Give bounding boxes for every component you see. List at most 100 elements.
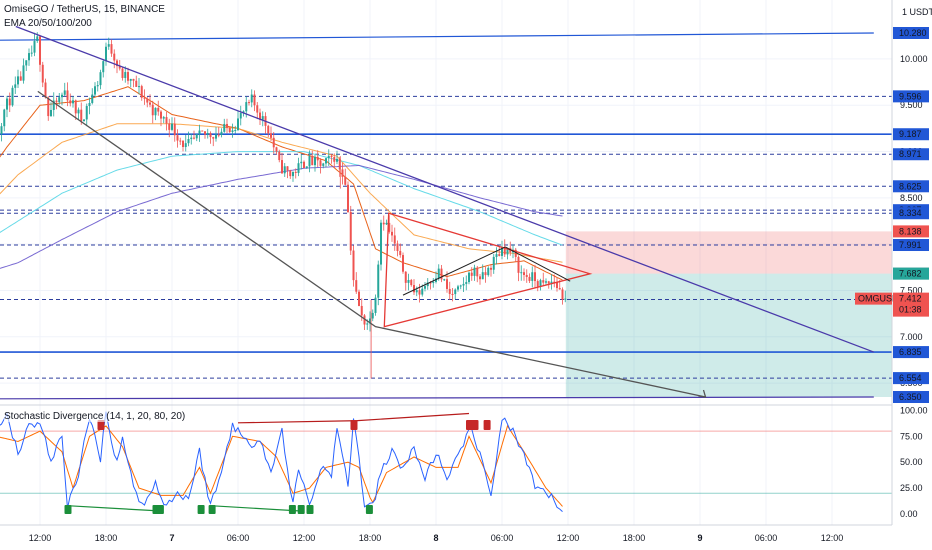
level-tag-label: 6.835 <box>899 347 922 357</box>
upper-trendline[interactable] <box>0 32 874 41</box>
descending-trendline[interactable] <box>15 25 875 353</box>
level-tag[interactable] <box>893 239 929 252</box>
price-axis: 1 USDT10.0009.5009.0008.5008.0007.5007.0… <box>855 0 932 525</box>
candle-body <box>413 285 415 293</box>
bearish-marker[interactable] <box>97 420 105 430</box>
candle-body <box>476 267 479 277</box>
candle-body <box>209 133 212 138</box>
candle-body <box>190 137 193 140</box>
ema-legend[interactable]: EMA 20/50/100/200 <box>4 18 92 29</box>
candle-body <box>448 288 451 294</box>
candle-body <box>360 305 363 316</box>
candle-body <box>228 127 231 132</box>
bullish-marker[interactable] <box>64 505 72 514</box>
pattern-line[interactable] <box>402 246 506 296</box>
level-tag[interactable] <box>893 391 929 403</box>
current-price-tag[interactable] <box>893 292 929 317</box>
price-tick-label: 7.000 <box>900 332 923 342</box>
bullish-marker[interactable] <box>306 505 314 514</box>
candle-body <box>231 130 234 132</box>
candle-body <box>110 44 113 54</box>
bullish-marker[interactable] <box>288 505 296 514</box>
level-tag-label: 8.138 <box>899 226 922 236</box>
candle-body <box>52 100 55 110</box>
candle-body <box>168 123 171 130</box>
candle-body <box>173 123 176 136</box>
ema200-line <box>0 164 563 269</box>
candle-body <box>116 60 118 67</box>
time-tick-label: 12:00 <box>821 533 844 543</box>
level-tag[interactable] <box>893 180 929 193</box>
candle-body <box>333 157 336 162</box>
candle-body <box>336 158 338 162</box>
candle-body <box>160 111 162 119</box>
candle-body <box>105 46 107 62</box>
candle-body <box>187 139 190 144</box>
bearish-marker[interactable] <box>466 420 473 430</box>
current-price-label: 7.412 <box>899 294 922 304</box>
candle-body <box>385 222 388 225</box>
level-tag[interactable] <box>893 207 929 220</box>
candle-body <box>28 53 30 61</box>
bearish-marker[interactable] <box>350 420 358 430</box>
candle-body <box>303 161 305 169</box>
candle-body <box>322 163 325 166</box>
candle-body <box>201 130 204 132</box>
candle-body <box>490 267 492 270</box>
bearish-divergence-line[interactable] <box>355 412 470 422</box>
candle-body <box>341 169 344 177</box>
symbol-tag[interactable] <box>855 292 892 305</box>
candle-body <box>143 97 146 99</box>
level-tag-label: 8.971 <box>899 149 922 159</box>
bullish-marker[interactable] <box>156 505 164 514</box>
stoch-tick-label: 50.00 <box>900 457 923 467</box>
bullish-divergence-line[interactable] <box>67 505 159 512</box>
stop-loss-zone[interactable] <box>565 231 892 274</box>
bullish-marker[interactable] <box>365 505 373 514</box>
candle-body <box>393 235 396 244</box>
candle-body <box>514 249 517 257</box>
candle-body <box>459 285 462 287</box>
candle-body <box>503 247 506 255</box>
bullish-divergence-line[interactable] <box>210 505 299 512</box>
level-tag[interactable] <box>893 346 929 359</box>
bullish-marker[interactable] <box>208 505 216 514</box>
candle-body <box>47 97 50 117</box>
candle-body <box>495 254 498 257</box>
take-profit-zone[interactable] <box>565 273 892 397</box>
candle-body <box>327 155 330 159</box>
bullish-marker[interactable] <box>297 505 305 514</box>
bearish-marker[interactable] <box>471 420 479 430</box>
level-tag[interactable] <box>893 27 929 39</box>
candle-body <box>506 247 509 255</box>
level-tag[interactable] <box>893 372 929 385</box>
candle-body <box>388 222 391 232</box>
candle-body <box>484 272 487 276</box>
pattern-line[interactable] <box>505 246 571 282</box>
candle-body <box>358 291 360 306</box>
candle-body <box>468 272 470 283</box>
triangle-pattern[interactable] <box>383 212 593 328</box>
candle-body <box>525 274 528 277</box>
stochastic-legend[interactable]: Stochastic Divergence (14, 1, 20, 80, 20… <box>4 411 186 422</box>
level-tag[interactable] <box>893 148 929 161</box>
candle-body <box>545 281 547 283</box>
candle-body <box>308 155 311 167</box>
lower-trendline[interactable] <box>0 396 874 400</box>
bearish-divergence-line[interactable] <box>237 420 354 424</box>
level-tag-label: 10.280 <box>899 28 927 38</box>
symbol-title[interactable]: OmiseGO / TetherUS, 15, BINANCE <box>4 4 165 15</box>
candle-body <box>74 100 77 114</box>
candle-body <box>171 123 173 130</box>
level-tag[interactable] <box>893 90 929 103</box>
level-tag[interactable] <box>893 128 929 141</box>
bullish-marker[interactable] <box>197 505 205 514</box>
candle-body <box>283 166 286 174</box>
level-tag[interactable] <box>893 267 929 280</box>
candle-body <box>272 137 275 148</box>
bearish-marker[interactable] <box>483 420 491 430</box>
candle-body <box>297 163 300 173</box>
candle-body <box>146 98 149 103</box>
level-tag[interactable] <box>893 225 929 238</box>
